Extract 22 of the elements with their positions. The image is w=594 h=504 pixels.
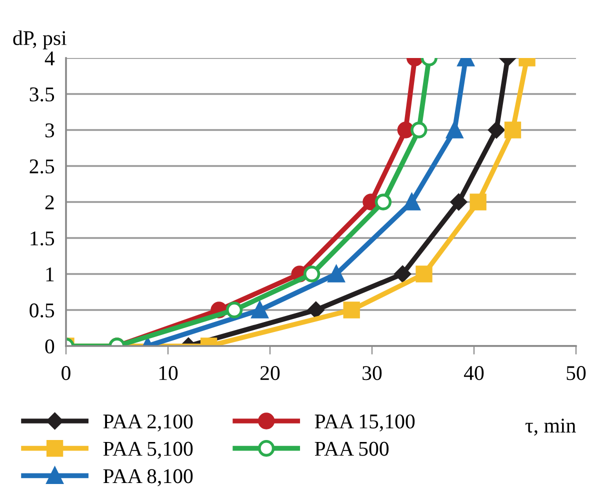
x-tick-label: 30: [362, 366, 382, 380]
legend-label: PAA 2,100: [103, 414, 193, 432]
x-tick-label: 0: [62, 366, 70, 380]
x-tick-label: 20: [260, 366, 280, 380]
y-axis-title: dP, psi: [13, 30, 66, 50]
legend-label: PAA 5,100: [103, 442, 193, 459]
y-tick-label: 0.5: [30, 303, 54, 318]
x-tick-label: 40: [464, 366, 484, 380]
y-tick-label: 2.5: [30, 159, 54, 174]
x-tick-label: 50: [566, 366, 586, 380]
y-tick-label: 0: [45, 339, 54, 354]
y-tick-label: 3.5: [30, 87, 54, 102]
legend-label: PAA 500: [314, 442, 389, 456]
legend-label: PAA 8,100: [103, 469, 193, 486]
x-tick-label: 10: [159, 366, 178, 380]
y-tick-label: 1.5: [30, 231, 54, 246]
y-tick-label: 2: [45, 195, 54, 210]
legend-label: PAA 15,100: [314, 414, 415, 432]
x-axis-title: τ, min: [525, 418, 576, 436]
y-tick-label: 4: [44, 52, 55, 66]
y-tick-label: 3: [45, 123, 54, 138]
y-tick-label: 1: [46, 267, 54, 282]
